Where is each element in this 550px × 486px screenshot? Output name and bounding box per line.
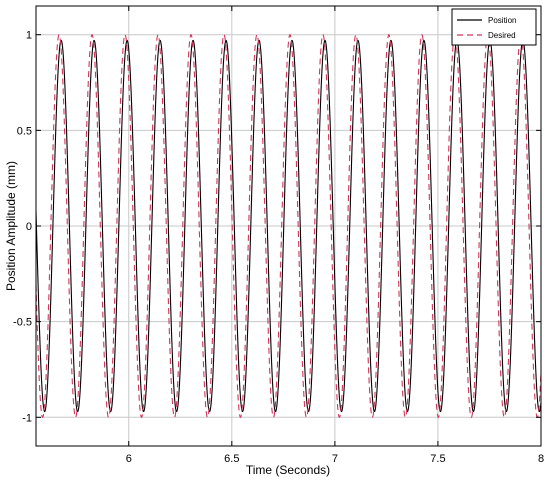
y-tick-label: -1 <box>22 412 32 424</box>
x-tick-label: 6 <box>126 453 132 465</box>
y-tick-label: -0.5 <box>13 317 32 329</box>
series-line-desired <box>35 34 542 418</box>
y-tick-label: 0.5 <box>17 125 32 137</box>
x-tick-label: 6.5 <box>224 453 239 465</box>
y-tick-label: 0 <box>26 221 32 233</box>
legend-label-desired: Desired <box>488 31 516 40</box>
y-tick-label: 1 <box>26 30 32 42</box>
y-axis-label: Position Amplitude (mm) <box>4 161 18 291</box>
x-axis-label: Time (Seconds) <box>246 463 330 477</box>
ticks: 6 6.5 7 7.5 8 -1 -0.5 0 0.5 1 <box>13 6 544 465</box>
x-tick-label: 7.5 <box>430 453 445 465</box>
legend: Position Desired <box>451 8 537 46</box>
x-tick-label: 8 <box>538 453 544 465</box>
legend-label-position: Position <box>488 16 516 25</box>
legend-box <box>451 8 537 46</box>
x-tick-label: 7 <box>332 453 338 465</box>
